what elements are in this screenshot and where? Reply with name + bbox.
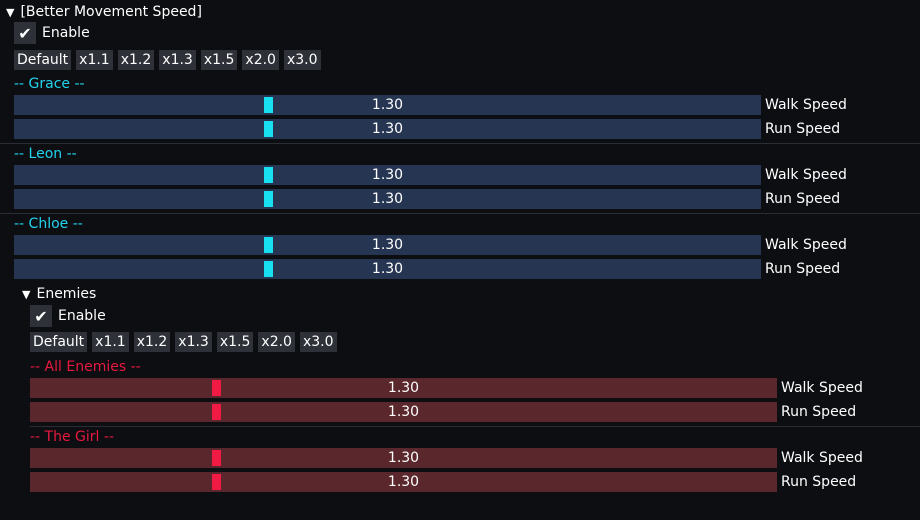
enemies-preset-x1.3-button[interactable]: x1.3 bbox=[175, 332, 212, 352]
separator bbox=[30, 426, 920, 427]
enemies-enable-checkbox[interactable]: ✔ bbox=[30, 305, 52, 327]
the-girl-run-speed-slider[interactable]: 1.30 bbox=[30, 472, 777, 492]
enemies-preset-x2.0-button[interactable]: x2.0 bbox=[258, 332, 295, 352]
slider-grab[interactable] bbox=[212, 404, 221, 420]
preset-x1.1-button[interactable]: x1.1 bbox=[76, 50, 113, 70]
slider-value: 1.30 bbox=[387, 450, 420, 466]
walk-speed-label: Walk Speed bbox=[781, 450, 863, 466]
enemy-group-label-girl: -- The Girl -- bbox=[30, 429, 114, 445]
walk-speed-label: Walk Speed bbox=[765, 97, 847, 113]
checkmark-icon: ✔ bbox=[34, 306, 48, 326]
run-speed-label: Run Speed bbox=[765, 191, 841, 207]
run-speed-label: Run Speed bbox=[781, 474, 857, 490]
enemies-preset-default-button[interactable]: Default bbox=[30, 332, 88, 352]
enable-checkbox-row[interactable]: ✔ Enable bbox=[14, 22, 90, 44]
run-speed-label: Run Speed bbox=[765, 121, 841, 137]
grace-run-speed-slider[interactable]: 1.30 bbox=[14, 119, 761, 139]
slider-grab[interactable] bbox=[264, 97, 273, 113]
slider-grab[interactable] bbox=[264, 261, 273, 277]
slider-value: 1.30 bbox=[371, 191, 404, 207]
section-title: [Better Movement Speed] bbox=[20, 4, 202, 20]
preset-buttons: Default x1.1 x1.2 x1.3 x1.5 x2.0 x3.0 bbox=[14, 50, 321, 70]
all-enemies-run-speed-slider[interactable]: 1.30 bbox=[30, 402, 777, 422]
enable-label: Enable bbox=[42, 25, 90, 41]
enemies-header[interactable]: ▼ Enemies bbox=[22, 284, 96, 304]
slider-grab[interactable] bbox=[264, 167, 273, 183]
preset-x1.3-button[interactable]: x1.3 bbox=[159, 50, 196, 70]
checkmark-icon: ✔ bbox=[18, 23, 32, 43]
section-header[interactable]: ▼ [Better Movement Speed] bbox=[6, 2, 202, 22]
slider-grab[interactable] bbox=[212, 474, 221, 490]
character-label-leon: -- Leon -- bbox=[14, 146, 77, 162]
preset-x1.2-button[interactable]: x1.2 bbox=[117, 50, 155, 70]
preset-x3.0-button[interactable]: x3.0 bbox=[283, 50, 321, 70]
enemy-group-label-all: -- All Enemies -- bbox=[30, 359, 141, 375]
character-label-grace: -- Grace -- bbox=[14, 76, 85, 92]
walk-speed-label: Walk Speed bbox=[765, 167, 847, 183]
separator bbox=[0, 213, 920, 214]
slider-value: 1.30 bbox=[371, 97, 404, 113]
slider-grab[interactable] bbox=[264, 121, 273, 137]
the-girl-walk-speed-slider[interactable]: 1.30 bbox=[30, 448, 777, 468]
all-enemies-walk-speed-slider[interactable]: 1.30 bbox=[30, 378, 777, 398]
walk-speed-label: Walk Speed bbox=[781, 380, 863, 396]
chloe-walk-speed-slider[interactable]: 1.30 bbox=[14, 235, 761, 255]
slider-grab[interactable] bbox=[264, 237, 273, 253]
slider-value: 1.30 bbox=[387, 404, 420, 420]
slider-value: 1.30 bbox=[371, 237, 404, 253]
run-speed-label: Run Speed bbox=[781, 404, 857, 420]
enemies-enable-label: Enable bbox=[58, 308, 106, 324]
slider-value: 1.30 bbox=[387, 380, 420, 396]
enemies-enable-checkbox-row[interactable]: ✔ Enable bbox=[30, 305, 106, 327]
slider-grab[interactable] bbox=[212, 450, 221, 466]
enemies-preset-x3.0-button[interactable]: x3.0 bbox=[299, 332, 337, 352]
collapse-triangle-icon[interactable]: ▼ bbox=[22, 287, 31, 301]
grace-walk-speed-slider[interactable]: 1.30 bbox=[14, 95, 761, 115]
leon-run-speed-slider[interactable]: 1.30 bbox=[14, 189, 761, 209]
preset-default-button[interactable]: Default bbox=[14, 50, 72, 70]
slider-value: 1.30 bbox=[371, 121, 404, 137]
enemies-title: Enemies bbox=[36, 286, 97, 302]
leon-walk-speed-slider[interactable]: 1.30 bbox=[14, 165, 761, 185]
walk-speed-label: Walk Speed bbox=[765, 237, 847, 253]
separator bbox=[0, 143, 920, 144]
enemies-preset-x1.2-button[interactable]: x1.2 bbox=[133, 332, 171, 352]
slider-grab[interactable] bbox=[212, 380, 221, 396]
collapse-triangle-icon[interactable]: ▼ bbox=[6, 5, 15, 19]
character-label-chloe: -- Chloe -- bbox=[14, 216, 83, 232]
preset-x2.0-button[interactable]: x2.0 bbox=[242, 50, 279, 70]
enemies-preset-x1.5-button[interactable]: x1.5 bbox=[216, 332, 254, 352]
slider-value: 1.30 bbox=[371, 167, 404, 183]
enemies-preset-x1.1-button[interactable]: x1.1 bbox=[92, 332, 129, 352]
enemies-preset-buttons: Default x1.1 x1.2 x1.3 x1.5 x2.0 x3.0 bbox=[30, 332, 337, 352]
slider-grab[interactable] bbox=[264, 191, 273, 207]
slider-value: 1.30 bbox=[387, 474, 420, 490]
run-speed-label: Run Speed bbox=[765, 261, 841, 277]
preset-x1.5-button[interactable]: x1.5 bbox=[200, 50, 238, 70]
enable-checkbox[interactable]: ✔ bbox=[14, 22, 36, 44]
slider-value: 1.30 bbox=[371, 261, 404, 277]
chloe-run-speed-slider[interactable]: 1.30 bbox=[14, 259, 761, 279]
